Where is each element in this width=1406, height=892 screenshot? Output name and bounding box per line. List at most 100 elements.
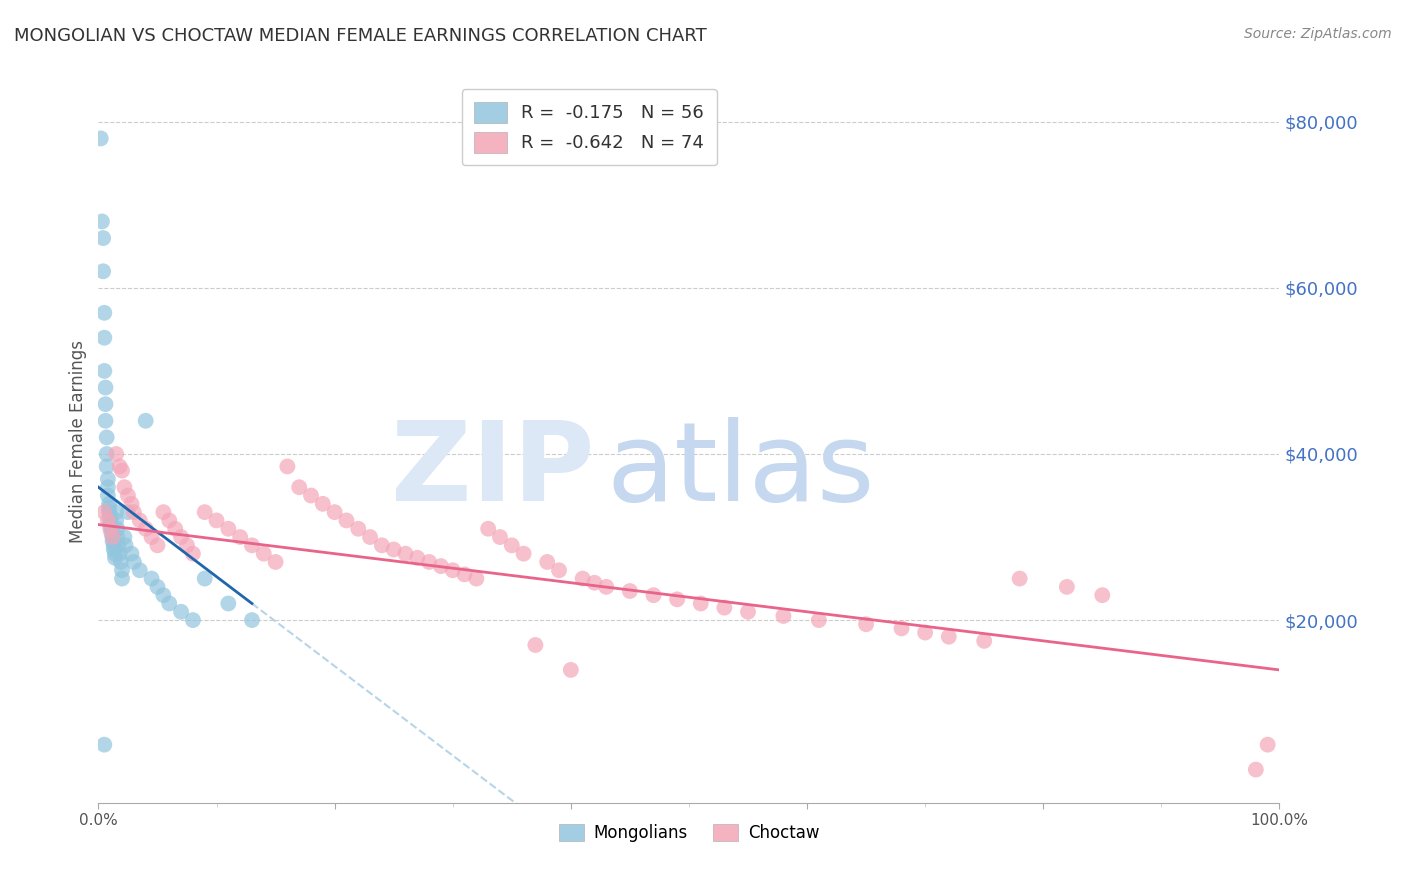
Point	[501, 538, 523, 552]
Point	[117, 489, 139, 503]
Point	[772, 609, 794, 624]
Point	[1008, 572, 1031, 586]
Point	[689, 597, 711, 611]
Point	[105, 513, 128, 527]
Point	[97, 489, 120, 503]
Point	[103, 538, 125, 552]
Point	[121, 547, 143, 561]
Point	[93, 331, 115, 345]
Point	[312, 497, 335, 511]
Point	[229, 530, 252, 544]
Point	[122, 555, 145, 569]
Point	[135, 414, 157, 428]
Point	[205, 513, 228, 527]
Point	[141, 530, 163, 544]
Point	[1244, 763, 1267, 777]
Point	[595, 580, 617, 594]
Point	[112, 480, 135, 494]
Point	[253, 547, 276, 561]
Point	[104, 547, 127, 561]
Point	[890, 621, 912, 635]
Point	[105, 505, 128, 519]
Point	[94, 380, 117, 394]
Point	[101, 534, 124, 549]
Point	[323, 505, 346, 519]
Point	[666, 592, 689, 607]
Point	[855, 617, 877, 632]
Point	[217, 522, 239, 536]
Point	[335, 513, 357, 527]
Point	[477, 522, 499, 536]
Point	[453, 567, 475, 582]
Point	[101, 530, 124, 544]
Point	[194, 505, 217, 519]
Point	[170, 605, 193, 619]
Point	[96, 459, 118, 474]
Point	[98, 497, 121, 511]
Point	[1056, 580, 1078, 594]
Point	[91, 264, 114, 278]
Legend: Mongolians, Choctaw: Mongolians, Choctaw	[553, 817, 825, 848]
Point	[98, 522, 121, 536]
Point	[548, 563, 571, 577]
Point	[165, 522, 187, 536]
Point	[105, 530, 128, 544]
Point	[101, 530, 124, 544]
Point	[713, 600, 735, 615]
Point	[100, 522, 122, 536]
Point	[276, 459, 298, 474]
Point	[371, 538, 394, 552]
Point	[418, 555, 440, 569]
Point	[512, 547, 534, 561]
Point	[1091, 588, 1114, 602]
Point	[524, 638, 547, 652]
Point	[157, 597, 180, 611]
Text: MONGOLIAN VS CHOCTAW MEDIAN FEMALE EARNINGS CORRELATION CHART: MONGOLIAN VS CHOCTAW MEDIAN FEMALE EARNI…	[14, 27, 707, 45]
Point	[103, 542, 125, 557]
Point	[100, 525, 122, 540]
Point	[264, 555, 287, 569]
Point	[146, 580, 169, 594]
Point	[146, 538, 169, 552]
Point	[93, 364, 115, 378]
Point	[94, 414, 117, 428]
Point	[93, 306, 115, 320]
Point	[973, 633, 995, 648]
Point	[104, 550, 127, 565]
Point	[90, 131, 112, 145]
Point	[111, 572, 134, 586]
Point	[121, 497, 143, 511]
Point	[98, 509, 121, 524]
Point	[571, 572, 593, 586]
Point	[152, 505, 174, 519]
Point	[117, 505, 139, 519]
Point	[97, 480, 120, 494]
Point	[98, 500, 121, 515]
Point	[94, 397, 117, 411]
Point	[181, 613, 204, 627]
Point	[107, 538, 129, 552]
Point	[359, 530, 381, 544]
Point	[536, 555, 558, 569]
Point	[176, 538, 198, 552]
Point	[93, 738, 115, 752]
Point	[96, 430, 118, 444]
Point	[91, 214, 114, 228]
Point	[217, 597, 239, 611]
Point	[91, 231, 114, 245]
Point	[441, 563, 464, 577]
Point	[288, 480, 311, 494]
Text: ZIP: ZIP	[391, 417, 595, 524]
Point	[97, 513, 120, 527]
Point	[347, 522, 370, 536]
Text: atlas: atlas	[606, 417, 875, 524]
Point	[157, 513, 180, 527]
Point	[560, 663, 582, 677]
Point	[465, 572, 488, 586]
Point	[914, 625, 936, 640]
Point	[98, 513, 121, 527]
Point	[430, 559, 453, 574]
Point	[181, 547, 204, 561]
Point	[105, 522, 128, 536]
Point	[382, 542, 405, 557]
